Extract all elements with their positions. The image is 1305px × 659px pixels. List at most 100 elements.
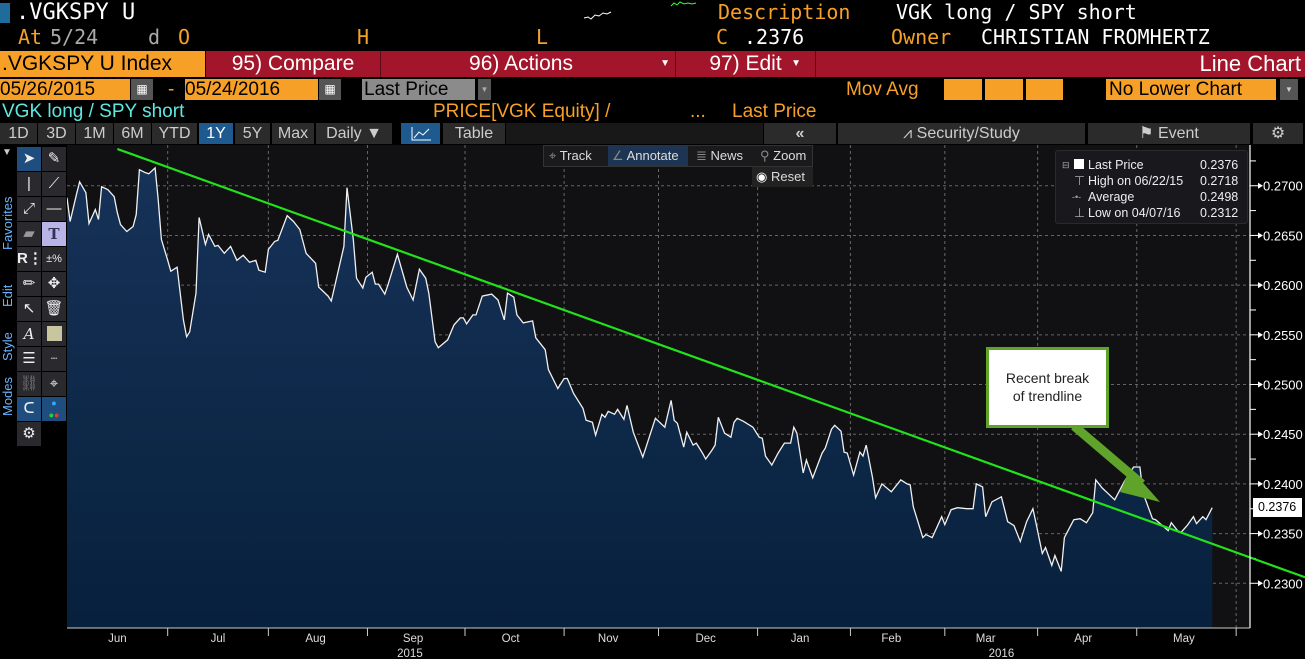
select-pointer-icon[interactable]: ➤ — [17, 147, 41, 171]
tab-favorites[interactable]: Favorites — [0, 196, 15, 250]
x-tick-label: Dec — [695, 633, 716, 645]
collapse-legend-icon[interactable]: ⊟ — [1062, 160, 1070, 170]
link-icon[interactable]: ⛓ — [17, 372, 41, 396]
pencil-icon[interactable]: ✏ — [17, 272, 41, 296]
lower-chart-select[interactable]: No Lower Chart — [1106, 79, 1276, 100]
end-date-input[interactable]: 05/24/2016 — [185, 79, 318, 100]
tab-modes[interactable]: Modes — [0, 376, 15, 416]
edit-button[interactable]: 97) Edit ▼ — [676, 51, 816, 77]
percent-change-icon[interactable]: ±% — [42, 247, 66, 271]
actions-button[interactable]: 96) Actions ▼ — [381, 51, 676, 77]
tab-edit[interactable]: Edit — [0, 284, 15, 308]
chevron-down-icon: ▼ — [791, 58, 801, 69]
collapse-button[interactable]: « — [764, 123, 836, 144]
start-date-input[interactable]: 05/26/2015 — [0, 79, 130, 100]
compare-button[interactable]: 95) Compare — [206, 51, 381, 77]
toolbar-spacer — [506, 123, 763, 144]
pen-icon: ∠ — [612, 148, 627, 163]
track-button[interactable]: ⌖ Track — [545, 146, 607, 166]
security-field[interactable]: .VGKSPY U Index — [0, 51, 205, 77]
annotation-callout[interactable]: Recent break of trendline — [986, 347, 1109, 428]
x-year-label: 2015 — [397, 648, 423, 659]
y-tick-arrow — [1258, 530, 1263, 537]
range-button-1d[interactable]: 1D — [0, 123, 37, 144]
retracement-icon[interactable]: R⋮ — [17, 247, 43, 271]
security-study-button[interactable]: ⩘ Security/Study — [838, 123, 1085, 144]
annotation-arrow-icon — [1071, 422, 1160, 502]
gear-icon[interactable]: ⚙ — [1253, 123, 1303, 144]
vertical-line-icon[interactable]: | — [17, 172, 41, 196]
legend-last-label: Last Price — [1088, 158, 1144, 172]
magnet-icon[interactable]: ᑕ — [17, 397, 41, 421]
y-tick-arrow — [1258, 580, 1263, 587]
legend-box: ⊟ Last Price 0.2376 ⊤ High on 06/22/15 0… — [1055, 150, 1248, 224]
channel-icon[interactable]: ▰ — [17, 222, 41, 246]
chevron-down-icon: ▼ — [660, 58, 670, 69]
x-tick-label: Mar — [976, 633, 996, 645]
range-button-1y[interactable]: 1Y — [199, 123, 233, 144]
owner-value: CHRISTIAN FROMHERTZ — [981, 25, 1210, 49]
range-button-6m[interactable]: 6M — [114, 123, 151, 144]
y-tick-label: 0.2500 — [1263, 378, 1303, 393]
crosshair-icon: ⌖ — [549, 148, 560, 163]
trendline-icon[interactable]: ⟋ — [42, 172, 66, 196]
calendar-icon[interactable]: ▦ — [131, 79, 153, 100]
y-tick-label: 0.2350 — [1263, 527, 1303, 542]
mov-avg-input-3[interactable] — [1026, 79, 1063, 100]
fill-color-icon[interactable] — [42, 322, 66, 346]
zoom-label: Zoom — [773, 148, 807, 163]
close-value: .2376 — [744, 25, 805, 49]
flag-icon: ⚑ — [1139, 125, 1158, 142]
y-tick-label: 0.2450 — [1263, 427, 1303, 442]
collapse-toolbar-icon[interactable]: ▼ — [2, 147, 12, 158]
move-icon[interactable]: ✥ — [42, 272, 66, 296]
chevron-down-icon[interactable]: ▼ — [478, 79, 491, 100]
mov-avg-input-1[interactable] — [944, 79, 982, 100]
track-label: Track — [559, 148, 592, 163]
gear-icon[interactable]: ⚙ — [17, 422, 41, 446]
ray-line-icon[interactable]: ⤢ — [17, 197, 41, 221]
x-tick-label: Nov — [598, 633, 619, 645]
sparkline-green-icon — [670, 1, 697, 7]
security-color-marker — [0, 3, 10, 23]
y-tick-arrow — [1258, 381, 1263, 388]
chevron-down-icon[interactable]: ▼ — [1280, 79, 1298, 100]
reset-button[interactable]: ◉ Reset — [752, 167, 813, 187]
zoom-button[interactable]: ⚲ Zoom — [756, 146, 813, 166]
table-view-button[interactable]: Table — [443, 123, 505, 144]
annotate-pen-icon[interactable]: ✎ — [42, 147, 66, 171]
average-marker-icon: -•- — [1072, 192, 1082, 202]
mov-avg-input-2[interactable] — [985, 79, 1023, 100]
range-button-5y[interactable]: 5Y — [235, 123, 270, 144]
description-label: Description — [718, 0, 851, 24]
line-style-icon[interactable]: ┄ — [42, 347, 66, 371]
last-price-tag: 0.2376 — [1253, 498, 1302, 517]
event-button[interactable]: ⚑ Event — [1088, 123, 1250, 144]
field-select[interactable]: Last Price — [362, 79, 475, 100]
series-ellipsis: ... — [690, 101, 706, 122]
calendar-icon[interactable]: ▦ — [319, 79, 341, 100]
line-chart-view-icon[interactable] — [401, 123, 440, 144]
horizontal-line-icon[interactable]: — — [42, 197, 66, 221]
x-tick-label: Jan — [791, 633, 810, 645]
at-label: At — [18, 25, 43, 49]
range-button-3d[interactable]: 3D — [38, 123, 75, 144]
news-label: News — [710, 148, 744, 163]
text-tool-icon[interactable]: T — [42, 222, 66, 246]
trash-icon[interactable]: 🗑 — [42, 297, 66, 321]
y-tick-arrow — [1258, 232, 1263, 239]
range-button-max[interactable]: Max — [272, 123, 314, 144]
lock-crosshair-icon[interactable]: ⌖ — [42, 372, 66, 396]
range-button-ytd[interactable]: YTD — [152, 123, 197, 144]
annotate-button[interactable]: ∠ Annotate — [608, 146, 688, 166]
periodicity-select[interactable]: Daily ▼ — [316, 123, 392, 144]
news-button[interactable]: ≣ News — [692, 146, 754, 166]
range-button-1m[interactable]: 1M — [76, 123, 113, 144]
series-formula: PRICE[VGK Equity] / — [433, 101, 611, 122]
color-palette-icon[interactable]: ● ●● — [42, 397, 66, 421]
add-point-icon[interactable]: ↖ — [17, 297, 41, 321]
font-style-icon[interactable]: A — [17, 322, 41, 346]
tab-style[interactable]: Style — [0, 332, 15, 362]
line-width-icon[interactable]: ☰ — [17, 347, 41, 371]
open-label: O — [178, 25, 191, 49]
